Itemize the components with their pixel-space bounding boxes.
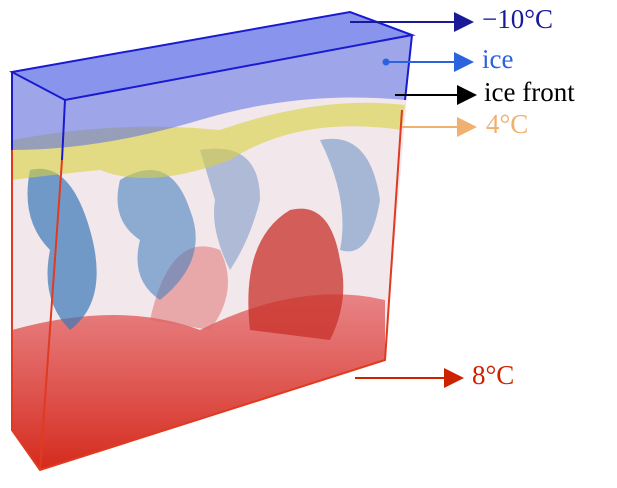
label: −10°C [482,4,553,34]
label: ice [482,44,513,74]
simulation-box [12,12,412,470]
label: ice front [484,77,575,107]
label: 8°C [472,360,514,390]
label: 4°C [486,109,528,139]
figure: −10°C ice ice front 4°C 8°C [0,0,617,488]
